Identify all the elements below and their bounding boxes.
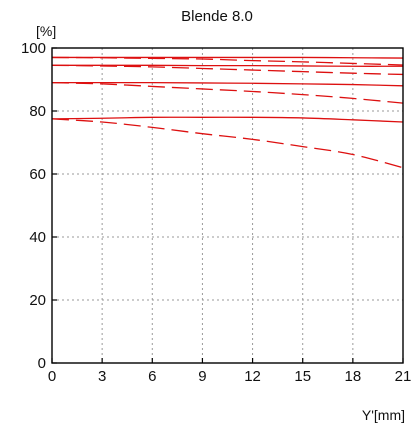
- y-axis-label: [%]: [36, 23, 56, 39]
- x-tick-label: 12: [244, 368, 261, 385]
- y-tick-label: 80: [29, 103, 46, 120]
- y-tick-label: 0: [38, 355, 46, 372]
- y-tick-label: 20: [29, 292, 46, 309]
- x-tick-label: 0: [48, 368, 56, 385]
- dashed-series-line: [51, 82, 404, 104]
- plot-frame: [51, 47, 404, 364]
- dashed-series-line: [51, 56, 404, 66]
- x-tick-label: 3: [98, 368, 106, 385]
- x-tick-label: 9: [198, 368, 206, 385]
- y-tick-label: 40: [29, 229, 46, 246]
- chart-title: Blende 8.0: [181, 8, 253, 25]
- grid: [52, 48, 403, 363]
- dashed-series-line: [51, 118, 404, 169]
- x-tick-label: 18: [345, 368, 362, 385]
- x-tick-label: 15: [294, 368, 311, 385]
- solid-series-line: [52, 64, 404, 67]
- solid-series-line: [51, 116, 404, 123]
- x-tick-label: 6: [148, 368, 156, 385]
- tick-labels: 0 3 6 9 12 15 18 21 0 20 40 60 80 100: [21, 40, 411, 385]
- y-tick-label: 100: [21, 40, 46, 57]
- dashed-series-line: [51, 64, 404, 76]
- solid-series-line: [52, 81, 404, 87]
- series-group: [51, 56, 404, 169]
- x-axis-label: Y'[mm]: [362, 407, 405, 423]
- x-tick-label: 21: [395, 368, 412, 385]
- y-tick-label: 60: [29, 166, 46, 183]
